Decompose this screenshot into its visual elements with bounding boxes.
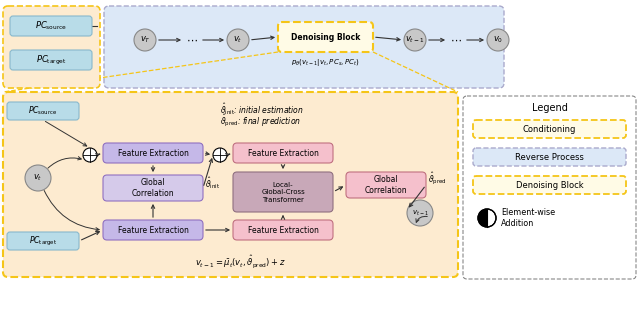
Text: $v_0$: $v_0$: [493, 35, 503, 45]
Text: $\hat{\vartheta}_{\rm pred}$: $\hat{\vartheta}_{\rm pred}$: [428, 171, 447, 187]
Circle shape: [134, 29, 156, 51]
Text: Denoising Block: Denoising Block: [516, 180, 583, 189]
Text: $\cdots$: $\cdots$: [450, 35, 462, 45]
FancyBboxPatch shape: [233, 143, 333, 163]
Text: $p_\theta(v_{t-1}|v_t, PC_s, PC_t)$: $p_\theta(v_{t-1}|v_t, PC_s, PC_t)$: [291, 57, 360, 67]
FancyBboxPatch shape: [278, 22, 373, 52]
Circle shape: [478, 209, 496, 227]
Text: Global
Correlation: Global Correlation: [132, 178, 174, 198]
FancyBboxPatch shape: [346, 172, 426, 198]
Circle shape: [213, 148, 227, 162]
Text: $PC_{\rm source}$: $PC_{\rm source}$: [35, 20, 67, 32]
FancyBboxPatch shape: [7, 232, 79, 250]
FancyBboxPatch shape: [103, 175, 203, 201]
Circle shape: [25, 165, 51, 191]
Text: $v_{t-1} = \bar{\mu}_t(v_t, \hat{\vartheta}_{\rm pred}) + z$: $v_{t-1} = \bar{\mu}_t(v_t, \hat{\varthe…: [195, 254, 285, 270]
Text: Conditioning: Conditioning: [523, 125, 576, 133]
Text: Feature Extraction: Feature Extraction: [118, 226, 188, 235]
Text: Global
Correlation: Global Correlation: [365, 175, 407, 195]
Circle shape: [83, 148, 97, 162]
Text: Element-wise
Addition: Element-wise Addition: [501, 208, 555, 228]
FancyBboxPatch shape: [473, 120, 626, 138]
Wedge shape: [478, 209, 487, 227]
FancyBboxPatch shape: [104, 6, 504, 88]
Text: $v_t$: $v_t$: [233, 35, 243, 45]
Circle shape: [487, 29, 509, 51]
Text: Reverse Process: Reverse Process: [515, 153, 584, 162]
Text: $v_{t-1}$: $v_{t-1}$: [405, 35, 425, 45]
Text: Legend: Legend: [532, 103, 568, 113]
FancyBboxPatch shape: [103, 220, 203, 240]
Text: $v_T$: $v_T$: [140, 35, 150, 45]
FancyBboxPatch shape: [473, 148, 626, 166]
FancyBboxPatch shape: [10, 50, 92, 70]
Text: Feature Extraction: Feature Extraction: [248, 226, 319, 235]
Text: $\hat{\vartheta}_{\rm pred}$: final prediction: $\hat{\vartheta}_{\rm pred}$: final pred…: [220, 112, 301, 129]
FancyBboxPatch shape: [463, 96, 636, 279]
Text: Local-
Global-Cross
Transformer: Local- Global-Cross Transformer: [261, 181, 305, 202]
Text: $v_{t-1}$: $v_{t-1}$: [412, 208, 428, 218]
Circle shape: [407, 200, 433, 226]
Text: $PC_{\rm target}$: $PC_{\rm target}$: [36, 53, 67, 66]
Text: Denoising Block: Denoising Block: [291, 32, 360, 41]
Text: $\hat{\vartheta}_{\rm init}$: initial estimation: $\hat{\vartheta}_{\rm init}$: initial es…: [220, 101, 304, 117]
FancyBboxPatch shape: [10, 16, 92, 36]
FancyBboxPatch shape: [233, 172, 333, 212]
FancyBboxPatch shape: [3, 6, 100, 88]
Text: Feature Extraction: Feature Extraction: [118, 149, 188, 158]
Text: $\cdots$: $\cdots$: [186, 35, 198, 45]
FancyBboxPatch shape: [103, 143, 203, 163]
Text: Feature Extraction: Feature Extraction: [248, 149, 319, 158]
Circle shape: [404, 29, 426, 51]
Text: $v_t$: $v_t$: [33, 173, 43, 183]
Text: $\hat{\vartheta}_{\rm init}$: $\hat{\vartheta}_{\rm init}$: [205, 175, 220, 191]
Text: $PC_{\rm source}$: $PC_{\rm source}$: [28, 105, 58, 117]
FancyBboxPatch shape: [473, 176, 626, 194]
Text: $PC_{\rm target}$: $PC_{\rm target}$: [29, 235, 57, 248]
FancyBboxPatch shape: [233, 220, 333, 240]
FancyBboxPatch shape: [7, 102, 79, 120]
FancyBboxPatch shape: [3, 92, 458, 277]
Circle shape: [227, 29, 249, 51]
